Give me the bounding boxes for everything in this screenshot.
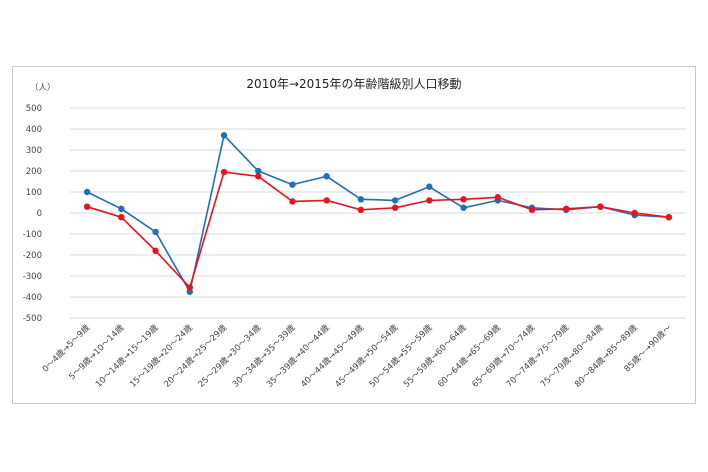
x-tick-label: 45～49歳→50～54歳 — [333, 322, 401, 390]
series-2-point — [83, 203, 91, 210]
x-tick-label: 25～29歳→30～34歳 — [196, 322, 264, 390]
series-2-point — [289, 198, 296, 205]
y-axis-unit-label: （人） — [30, 82, 56, 93]
series-2-point — [494, 194, 501, 201]
x-tick-label: 60～64歳→65～69歳 — [435, 322, 503, 390]
y-tick-label: 0 — [37, 209, 42, 219]
y-tick-labels: 500 400 300 200 100 0 -100 -200 -300 -400 -500 — [23, 104, 42, 324]
series-2-point — [665, 214, 673, 221]
x-tick-label: 55～59歳→60～64歳 — [401, 322, 469, 390]
series-layer — [83, 132, 673, 295]
series-2-point — [426, 197, 433, 204]
series-2-point — [597, 203, 604, 210]
series-1-point — [220, 132, 228, 139]
series-2-point — [152, 247, 159, 254]
series-1-point — [391, 197, 399, 204]
x-tick-label: 20～24歳→25～29歳 — [162, 322, 230, 390]
series-2-point — [391, 204, 399, 211]
series-1-point — [289, 181, 296, 188]
x-tick-label: 10～14歳→15～19歳 — [93, 322, 161, 390]
x-tick-label: 15～19歳→20～24歳 — [127, 322, 195, 390]
series-2-point — [460, 196, 467, 203]
x-tick-label: 35～39歳→40～44歳 — [264, 322, 332, 390]
series-2-line — [86, 171, 669, 289]
y-tick-label: 500 — [26, 104, 42, 114]
chart-frame — [12, 66, 696, 404]
y-tick-label: -500 — [23, 314, 42, 324]
y-tick-label: 100 — [26, 188, 42, 198]
series-2-point — [118, 214, 125, 221]
y-tick-label: -300 — [23, 272, 42, 282]
series-2-point — [220, 168, 228, 176]
series-1-point — [118, 205, 125, 212]
y-tick-label: -100 — [23, 230, 42, 240]
y-tick-label: -400 — [23, 293, 42, 303]
series-2-point — [357, 206, 365, 214]
y-tick-label: 400 — [26, 125, 42, 135]
series-2-point — [255, 173, 262, 180]
x-tick-label: 40～44歳→45～49歳 — [299, 322, 367, 390]
y-tick-label: 300 — [26, 146, 42, 156]
x-tick-label: 70～74歳→75～79歳 — [504, 322, 572, 390]
series-1-point — [255, 167, 262, 175]
x-tick-label: 50～54歳→55～59歳 — [367, 322, 435, 390]
series-1-point — [83, 188, 91, 196]
x-tick-label: 5～9歳→10～14歳 — [67, 322, 127, 382]
series-2-point — [323, 197, 330, 204]
series-1-point — [460, 204, 467, 211]
series-2-point — [563, 205, 570, 212]
y-tick-label: 200 — [26, 167, 42, 177]
series-2-point — [528, 206, 536, 214]
series-1-point — [323, 173, 330, 180]
series-2-point — [631, 209, 638, 217]
x-tick-label: 75～79歳→80～84歳 — [538, 322, 606, 390]
x-tick-label: 30～34歳→35～39歳 — [230, 322, 298, 390]
x-tick-label: 80～84歳→85～89歳 — [572, 322, 640, 390]
series-1-line — [86, 134, 669, 293]
grid-lines — [70, 107, 686, 319]
series-1-point — [426, 183, 433, 190]
x-tick-labels: 0～4歳→5～9歳5～9歳→10～14歳10～14歳→15～19歳15～19歳→… — [40, 322, 674, 390]
series-1-point — [357, 196, 365, 203]
chart-title: 2010年→2015年の年齢階級別人口移動 — [246, 76, 461, 91]
series-1-point — [152, 228, 159, 236]
y-tick-label: -200 — [23, 251, 42, 261]
x-tick-label: 65～69歳→70～74歳 — [470, 322, 538, 390]
series-2-point — [186, 284, 193, 291]
